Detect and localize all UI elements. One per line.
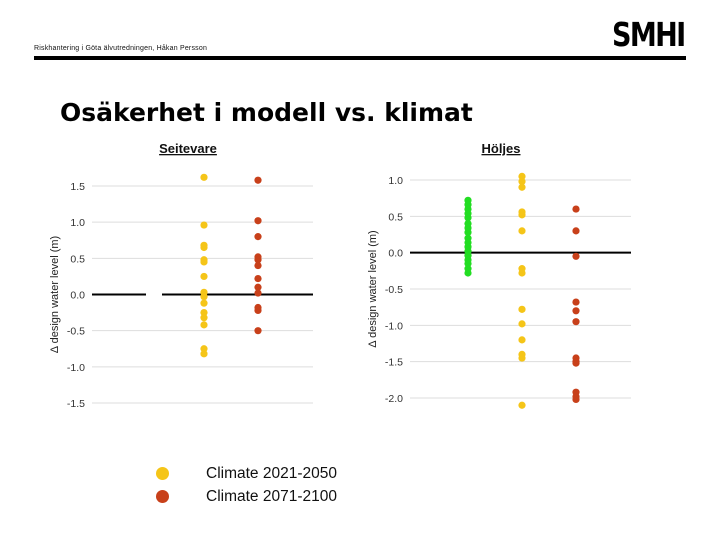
data-point xyxy=(518,320,526,328)
chart-title: Seitevare xyxy=(159,141,217,156)
legend-swatch-2071-2100 xyxy=(156,490,169,503)
data-point xyxy=(464,269,472,277)
data-point xyxy=(254,274,262,283)
y-tick-label: -1.5 xyxy=(67,398,85,410)
data-point xyxy=(200,314,208,322)
y-tick-label: 0.0 xyxy=(388,248,403,260)
y-tick-label: 1.5 xyxy=(70,181,85,193)
y-tick-label: 0.0 xyxy=(70,290,85,302)
y-tick-label: 0.5 xyxy=(388,211,403,223)
data-point xyxy=(518,305,526,313)
data-point xyxy=(254,261,262,270)
data-point xyxy=(200,272,208,281)
data-point xyxy=(254,217,262,225)
header-divider xyxy=(34,56,686,60)
data-point xyxy=(518,269,526,277)
data-point xyxy=(200,299,208,307)
data-point xyxy=(518,401,526,409)
data-point xyxy=(518,211,526,219)
slide-title: Osäkerhet i modell vs. klimat xyxy=(60,98,473,127)
data-point xyxy=(464,228,472,236)
data-point xyxy=(572,252,580,260)
y-axis-label: Δ design water level (m) xyxy=(49,236,61,353)
y-tick-label: 0.5 xyxy=(70,253,85,265)
data-point xyxy=(254,283,262,291)
legend-item-2071-2100: Climate 2071-2100 xyxy=(156,485,337,508)
data-point xyxy=(518,183,526,191)
data-point xyxy=(200,173,208,181)
data-point xyxy=(572,395,580,404)
data-point xyxy=(254,327,262,335)
y-axis-label: Δ design water level (m) xyxy=(367,230,379,347)
data-point xyxy=(572,298,580,306)
legend-swatch-2021-2050 xyxy=(156,467,169,480)
holjes-chart: 1.0 0.5 0.0 -0.5 -1.0 -1.5 -2.0 Höljes Δ design … xyxy=(367,141,631,409)
data-point xyxy=(254,176,262,184)
data-point xyxy=(254,289,262,297)
data-point xyxy=(200,345,208,353)
y-tick-label: -2.0 xyxy=(385,393,403,405)
data-point xyxy=(200,258,208,266)
legend-item-2021-2050: Climate 2021-2050 xyxy=(156,462,337,485)
presentation-subtitle: Riskhantering i Göta älvutredningen, Håk… xyxy=(34,45,208,52)
y-tick-label: -1.5 xyxy=(385,357,403,369)
data-point xyxy=(518,354,526,362)
y-tick-label: -0.5 xyxy=(67,326,85,338)
y-tick-label: -1.0 xyxy=(385,320,403,332)
data-point xyxy=(464,214,472,222)
y-tick-label: 1.0 xyxy=(388,175,403,187)
y-tick-label: 1.0 xyxy=(70,217,85,229)
data-point xyxy=(572,318,580,326)
data-point xyxy=(518,172,526,180)
data-point xyxy=(572,205,580,213)
data-point xyxy=(200,293,208,301)
data-point xyxy=(200,308,208,317)
data-point xyxy=(200,221,208,229)
data-point xyxy=(200,243,208,252)
data-point xyxy=(254,233,262,241)
data-point xyxy=(200,321,208,329)
legend-label-2071-2100: Climate 2071-2100 xyxy=(206,487,337,505)
data-point xyxy=(518,177,526,186)
data-point xyxy=(518,336,526,344)
data-point xyxy=(572,227,580,235)
data-point xyxy=(572,307,580,315)
seitevare-chart: 1.5 1.0 0.5 0.0 -0.5 -1.0 -1.5 Seitevare Δ desig… xyxy=(49,141,313,410)
data-point xyxy=(572,359,580,367)
data-point xyxy=(518,227,526,235)
data-point xyxy=(254,306,262,315)
y-tick-label: -1.0 xyxy=(67,362,85,374)
data-point xyxy=(464,259,472,268)
chart-title: Höljes xyxy=(481,141,520,156)
data-point xyxy=(200,350,208,358)
legend-label-2021-2050: Climate 2021-2050 xyxy=(206,464,337,482)
smhi-logo: SMHI xyxy=(612,15,686,54)
y-tick-label: -0.5 xyxy=(385,284,403,296)
data-point xyxy=(254,256,262,264)
legend: Climate 2021-2050 Climate 2071-2100 xyxy=(156,462,337,508)
